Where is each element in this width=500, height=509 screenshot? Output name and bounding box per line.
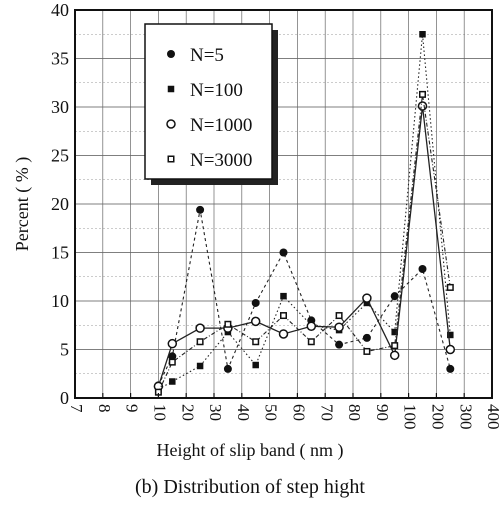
series-N=3000: [154, 90, 454, 396]
data-point: [419, 31, 426, 38]
x-tick-label: 300: [456, 404, 475, 430]
data-point: [417, 101, 428, 111]
data-point: [307, 338, 315, 346]
legend-marker: [167, 155, 175, 163]
data-point: [419, 90, 426, 98]
x-ticks: 7 8 9 10 20 30 40 50 60 70 80 90 100 200 300 400: [67, 393, 500, 430]
y-tick-label: 30: [51, 97, 69, 117]
data-point: [279, 248, 288, 257]
y-tick-label: 25: [51, 146, 69, 166]
legend-entry-label: N=1000: [190, 115, 252, 136]
data-point: [278, 329, 289, 339]
legend: N=5 N=100 N=1000 N=3000: [144, 23, 278, 185]
legend-marker: [167, 50, 175, 58]
x-tick-label: 9: [123, 404, 142, 413]
chart-caption: (b) Distribution of step hight: [135, 476, 365, 498]
plot-frame: [74, 9, 493, 399]
data-point: [362, 293, 372, 303]
x-tick-label: 40: [234, 404, 253, 421]
grid: [74, 9, 493, 399]
data-point: [445, 344, 456, 355]
y-tick-label: 5: [60, 340, 69, 360]
legend-marker: [167, 85, 175, 93]
y-tick-label: 0: [60, 388, 69, 408]
x-tick-label: 90: [373, 404, 392, 421]
x-tick-label: 200: [428, 404, 447, 430]
data-point: [196, 362, 204, 370]
legend-entry-label: N=5: [190, 45, 224, 66]
data-point: [280, 292, 287, 300]
x-tick-label: 20: [178, 404, 197, 421]
x-tick-label: 400: [484, 404, 500, 430]
data-point: [167, 338, 178, 349]
series-line: [157, 209, 451, 386]
data-point: [391, 328, 398, 336]
series-line: [158, 34, 451, 390]
legend-entry-label: N=100: [190, 80, 243, 101]
data-point: [446, 364, 455, 373]
data-point: [196, 338, 204, 346]
data-point: [250, 316, 261, 327]
data-point: [280, 312, 287, 320]
data-point: [334, 322, 344, 332]
y-ticks: 0 5 10 15 20 25 30 35 40: [51, 0, 69, 408]
data-point: [362, 333, 371, 342]
data-point: [251, 298, 260, 307]
y-axis-label: Percent ( % ): [12, 157, 33, 251]
x-tick-label: 10: [150, 404, 169, 421]
series-N=5: [154, 205, 455, 390]
data-point: [447, 331, 454, 339]
y-tick-label: 40: [51, 0, 69, 20]
x-tick-label: 60: [289, 404, 308, 421]
data-point: [252, 338, 260, 346]
data-point: [195, 323, 205, 333]
data-point: [169, 378, 176, 385]
series-line: [157, 105, 451, 387]
y-tick-label: 20: [51, 194, 69, 214]
legend-marker: [166, 119, 176, 129]
data-point: [363, 347, 371, 355]
data-point: [363, 299, 371, 307]
data-point: [391, 342, 399, 350]
x-tick-label: 70: [317, 404, 336, 421]
x-axis-label: Height of slip band ( nm ): [156, 440, 344, 460]
data-point: [223, 364, 232, 373]
data-point: [196, 205, 205, 214]
y-tick-label: 35: [51, 49, 69, 69]
data-point: [306, 321, 317, 331]
x-tick-label: 30: [206, 404, 225, 421]
y-tick-label: 10: [51, 291, 69, 311]
series-layer: [153, 31, 456, 396]
data-point: [335, 340, 344, 349]
series-line: [157, 94, 451, 393]
data-point: [390, 292, 399, 301]
data-point: [224, 320, 232, 328]
data-point: [252, 361, 259, 369]
x-tick-label: 100: [401, 404, 420, 430]
data-point: [168, 358, 176, 366]
y-tick-label: 15: [51, 243, 69, 263]
x-tick-label: 8: [95, 404, 114, 413]
legend-entry-label: N=3000: [190, 150, 252, 171]
data-point: [418, 264, 427, 273]
data-point: [446, 283, 454, 291]
data-point: [389, 350, 400, 361]
x-tick-label: 80: [345, 404, 364, 421]
data-point: [168, 352, 177, 361]
x-tick-label: 50: [262, 404, 281, 421]
data-point: [335, 312, 343, 320]
legend-box: [144, 23, 273, 180]
x-tick-label: 7: [67, 404, 86, 413]
